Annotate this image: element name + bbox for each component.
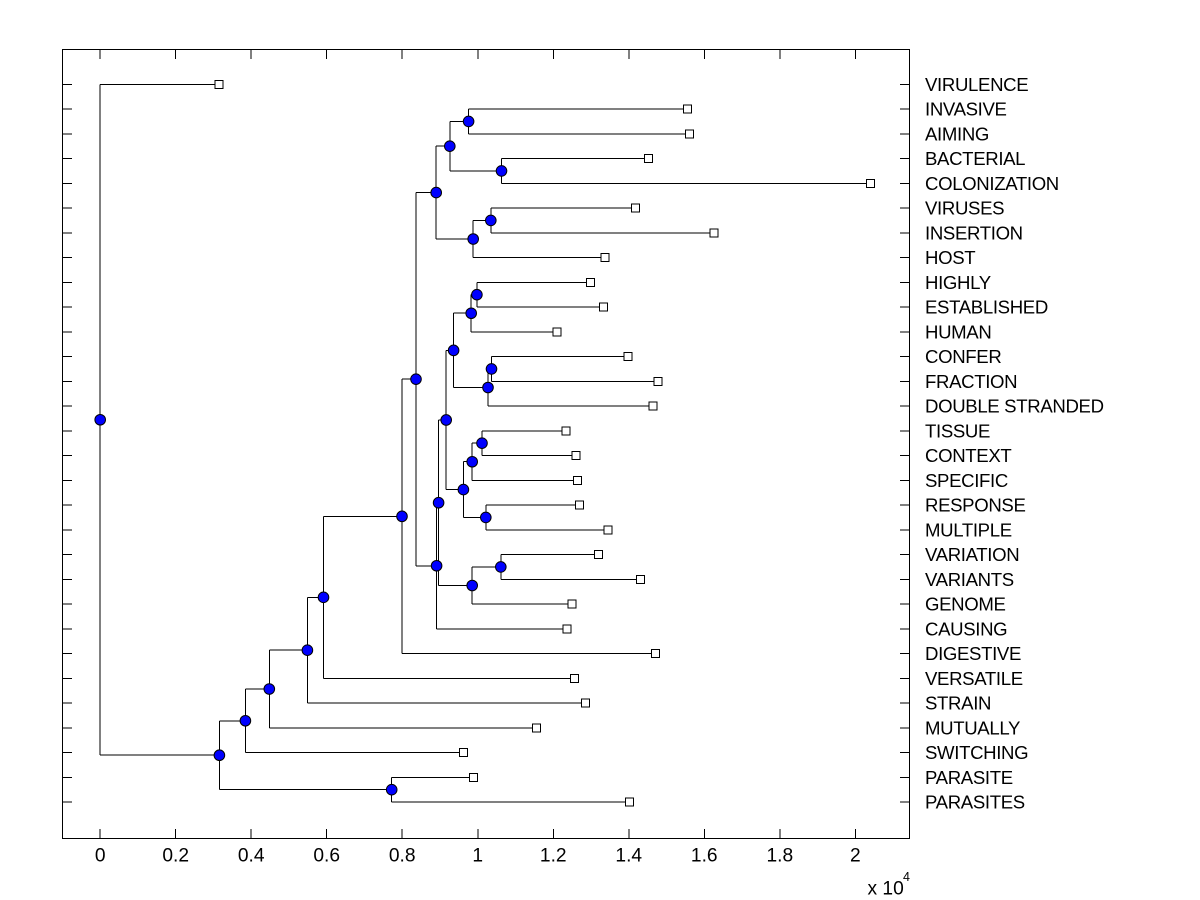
svg-text:HOST: HOST [925,247,975,268]
svg-text:1.4: 1.4 [615,846,642,867]
svg-text:x 10: x 10 [868,879,904,900]
svg-text:4: 4 [903,870,910,884]
svg-text:HIGHLY: HIGHLY [925,272,991,293]
svg-text:INVASIVE: INVASIVE [925,99,1007,120]
svg-text:2: 2 [850,846,861,867]
svg-text:VERSATILE: VERSATILE [925,668,1023,689]
svg-text:VARIATION: VARIATION [925,544,1019,565]
svg-text:0.6: 0.6 [313,846,340,867]
svg-text:INSERTION: INSERTION [925,222,1023,243]
svg-text:MULTIPLE: MULTIPLE [925,519,1012,540]
svg-text:AIMING: AIMING [925,123,989,144]
svg-text:PARASITE: PARASITE [925,767,1013,788]
svg-text:FRACTION: FRACTION [925,371,1017,392]
svg-text:STRAIN: STRAIN [925,693,991,714]
svg-text:VARIANTS: VARIANTS [925,569,1014,590]
svg-text:COLONIZATION: COLONIZATION [925,173,1059,194]
svg-text:MUTUALLY: MUTUALLY [925,717,1020,738]
svg-text:1.6: 1.6 [691,846,718,867]
svg-text:ESTABLISHED: ESTABLISHED [925,297,1048,318]
svg-text:VIRUSES: VIRUSES [925,198,1004,219]
svg-text:0.2: 0.2 [162,846,189,867]
svg-text:VIRULENCE: VIRULENCE [925,74,1028,95]
svg-text:SPECIFIC: SPECIFIC [925,470,1008,491]
svg-text:BACTERIAL: BACTERIAL [925,148,1025,169]
svg-text:HUMAN: HUMAN [925,321,991,342]
svg-text:TISSUE: TISSUE [925,420,990,441]
svg-text:1: 1 [472,846,483,867]
svg-text:CONTEXT: CONTEXT [925,445,1011,466]
svg-text:CAUSING: CAUSING [925,618,1007,639]
svg-text:SWITCHING: SWITCHING [925,742,1028,763]
svg-text:CONFER: CONFER [925,346,1001,367]
svg-text:1.2: 1.2 [540,846,567,867]
svg-text:0.8: 0.8 [389,846,416,867]
svg-text:0: 0 [95,846,106,867]
svg-text:PARASITES: PARASITES [925,792,1025,813]
svg-text:0.4: 0.4 [238,846,265,867]
svg-text:GENOME: GENOME [925,594,1006,615]
svg-text:RESPONSE: RESPONSE [925,495,1026,516]
svg-text:DIGESTIVE: DIGESTIVE [925,643,1021,664]
svg-text:DOUBLE STRANDED: DOUBLE STRANDED [925,396,1104,417]
svg-text:1.8: 1.8 [766,846,793,867]
